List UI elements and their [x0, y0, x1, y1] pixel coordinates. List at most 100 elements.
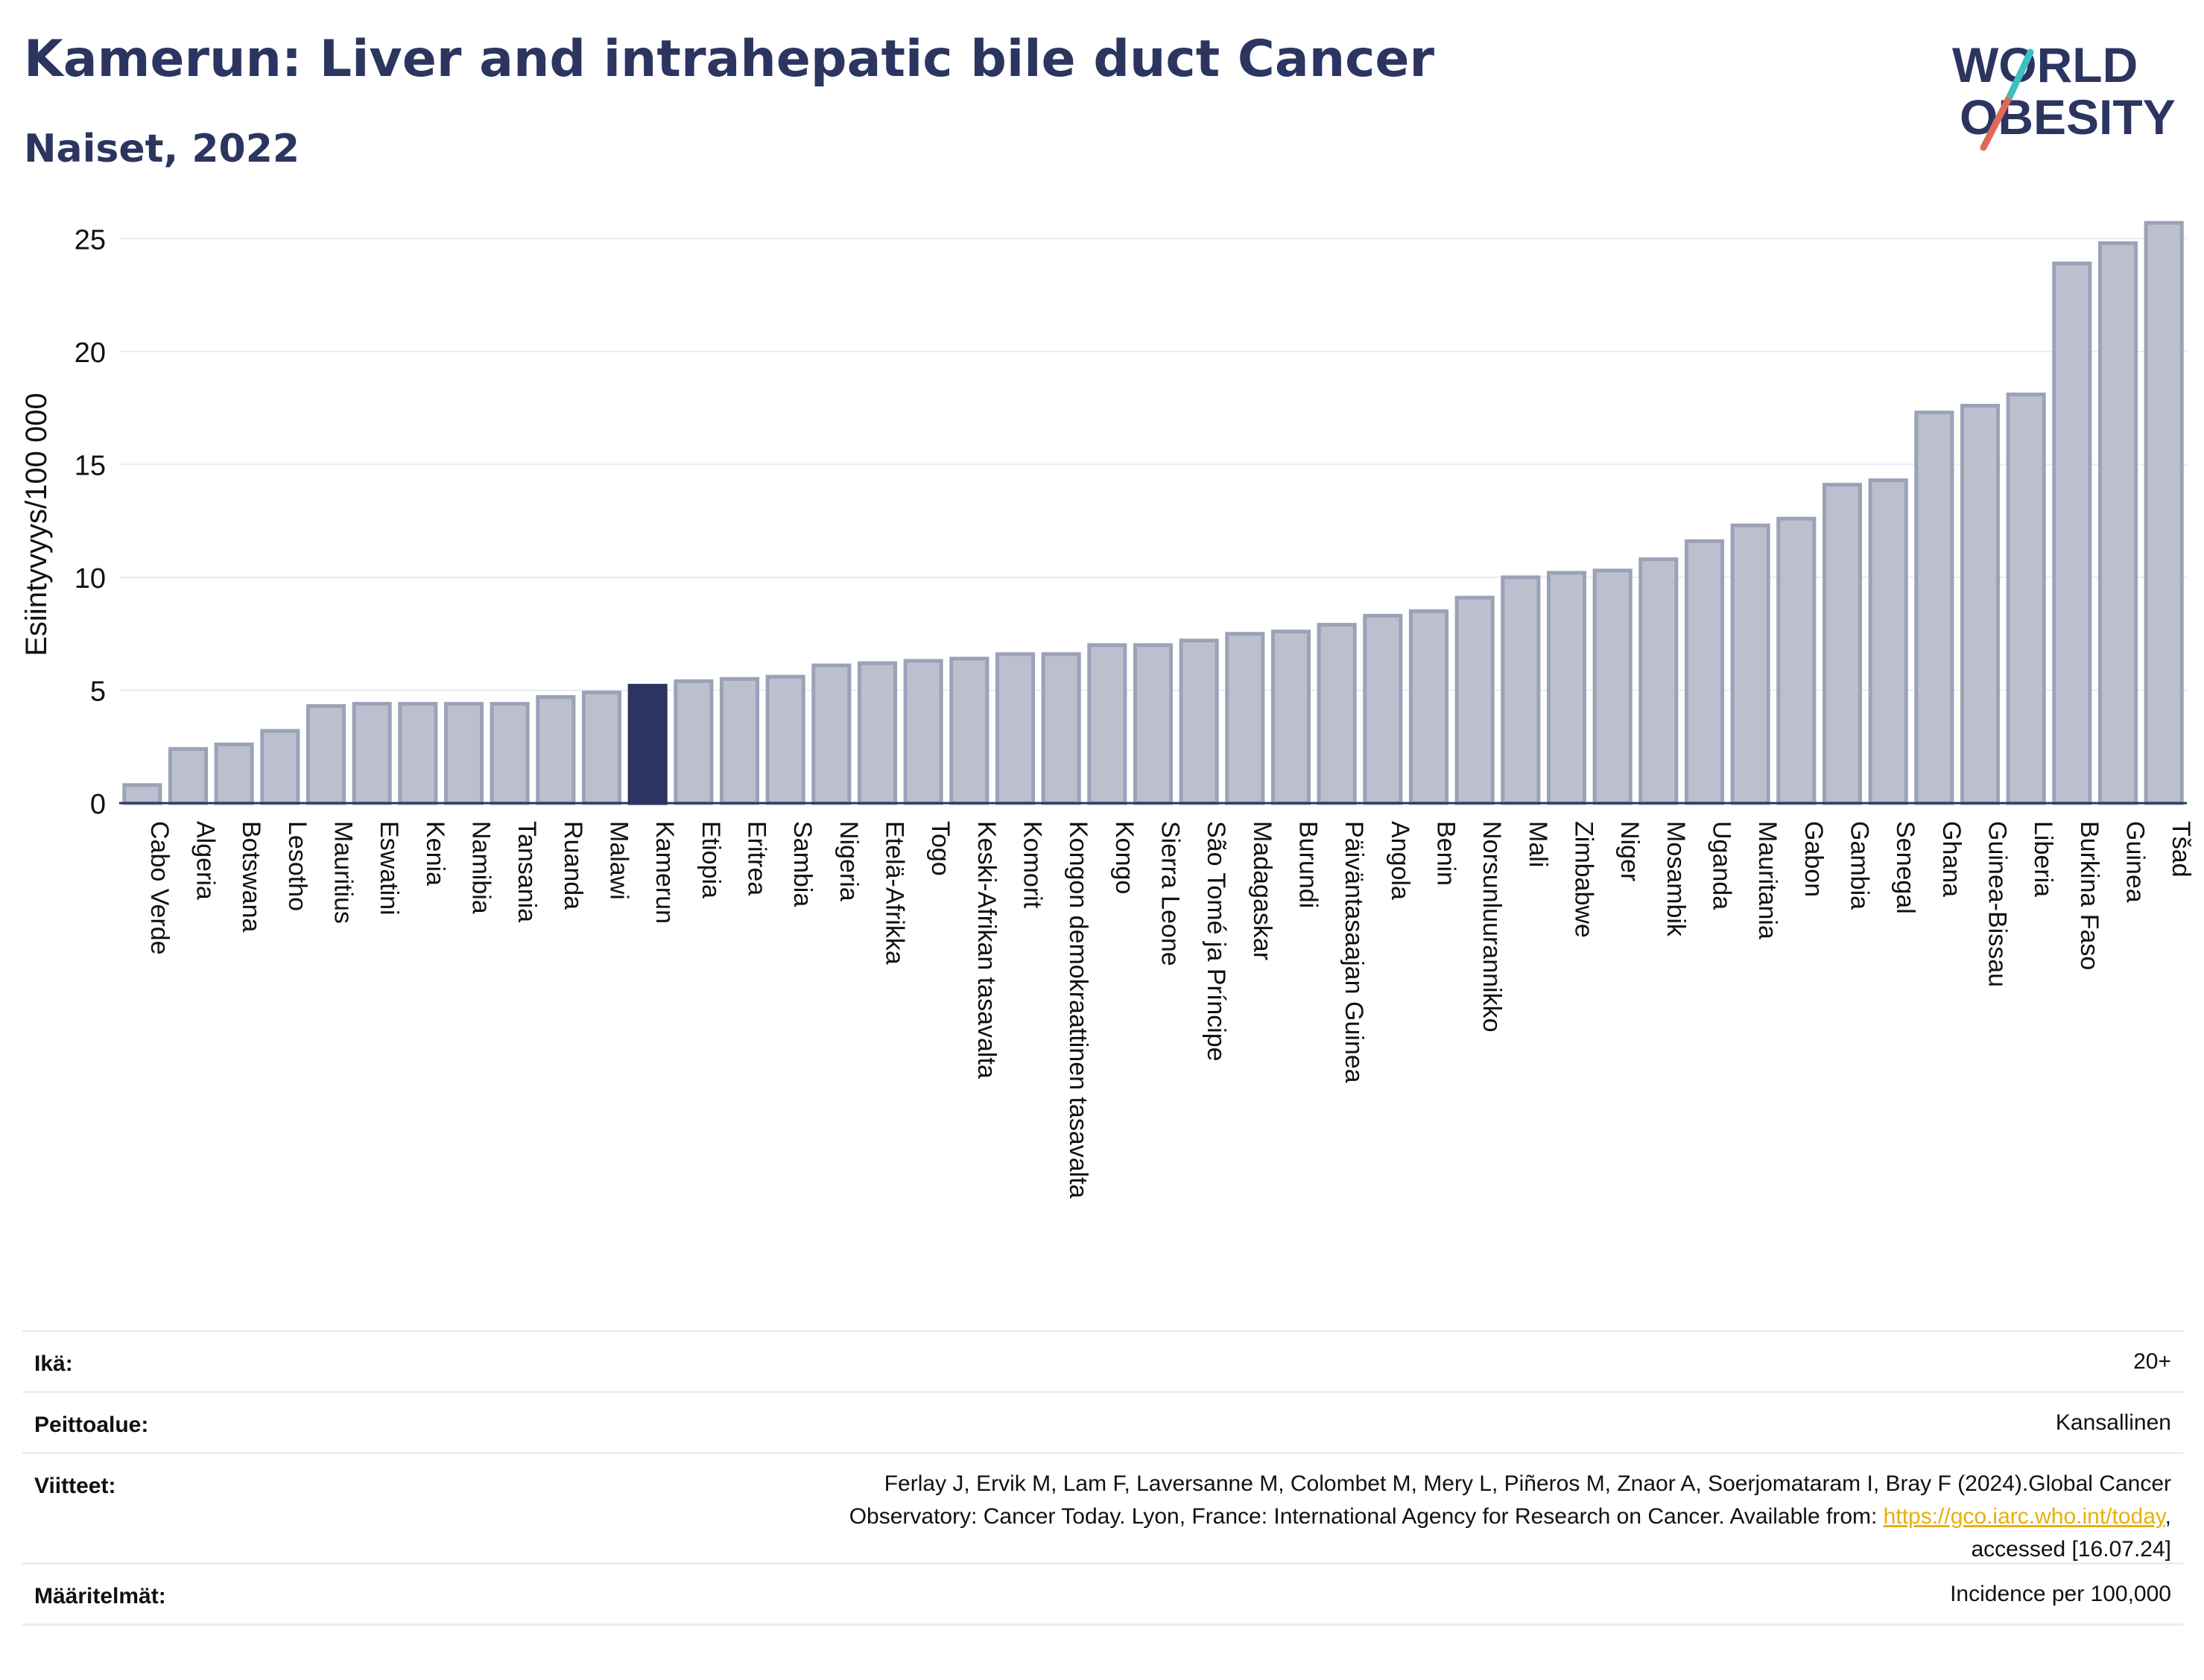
info-value: Ferlay J, Ervik M, Lam F, Laversanne M, …: [849, 1471, 2171, 1562]
x-tick-label: Mosambik: [1662, 821, 1690, 937]
bar-benin[interactable]: [1408, 609, 1449, 805]
logo-slash-red: [1980, 92, 2014, 151]
x-tick-label: Zimbabwe: [1570, 821, 1598, 938]
bar-s-o-tomé-ja-príncipe[interactable]: [1179, 638, 1219, 805]
bar-keski-afrikan-tasavalta[interactable]: [949, 656, 989, 805]
y-tick-label: 20: [75, 337, 106, 369]
x-tick-label: Togo: [926, 821, 954, 876]
x-tick-label: Benin: [1432, 821, 1460, 886]
bar-burkina-faso[interactable]: [2052, 261, 2092, 805]
info-value: Incidence per 100,000: [1950, 1582, 2171, 1606]
bar-mauritania[interactable]: [1730, 523, 1770, 805]
bar-kongo[interactable]: [1087, 643, 1127, 805]
bar-chart: 0 5 10 15 20 25 Cabo Verde Algeria Botswana Leso…: [20, 221, 2195, 1199]
y-tick-label: 25: [75, 224, 106, 256]
y-tick-label: 15: [75, 450, 106, 481]
x-tick-label: Etiopia: [697, 821, 725, 898]
x-tick-label: São Tomé ja Príncipe: [1202, 821, 1230, 1062]
logo-slash-teal: [2007, 48, 2034, 99]
info-label: Määritelmät:: [34, 1584, 166, 1608]
x-tick-label: Eritrea: [743, 821, 771, 896]
bar-nigeria[interactable]: [811, 663, 852, 805]
x-tick-label: Norsunluurannikko: [1478, 821, 1506, 1032]
x-tick-label: Madagaskar: [1248, 821, 1276, 960]
x-tick-label: Etelä-Afrikka: [881, 821, 909, 965]
bar-etelä-afrikka[interactable]: [857, 661, 898, 805]
x-tick-label: Guinea: [2121, 821, 2150, 903]
bar-päiväntasaajan-guinea[interactable]: [1317, 623, 1357, 805]
x-tick-label: Gambia: [1846, 821, 1874, 910]
info-label: Ikä:: [34, 1351, 73, 1376]
x-tick-label: Algeria: [191, 821, 220, 900]
y-tick-label: 10: [75, 563, 106, 595]
bar-sambia[interactable]: [765, 674, 805, 805]
x-axis-ticks: Cabo Verde Algeria Botswana Lesotho Mauritiu…: [145, 821, 2195, 1199]
x-tick-label: Mauritania: [1753, 821, 1782, 939]
x-tick-label: Kamerun: [650, 821, 679, 924]
x-tick-label: Botswana: [237, 821, 265, 932]
bar-tšad[interactable]: [2144, 221, 2184, 805]
bar-zimbabwe[interactable]: [1546, 571, 1587, 805]
bar-mosambik[interactable]: [1638, 557, 1679, 805]
y-axis-label: Esiintyvyys/100 000: [20, 393, 53, 656]
bar-etiopia[interactable]: [674, 679, 714, 805]
bar-guinea-bissau[interactable]: [1960, 404, 2001, 805]
info-bottom-border: [22, 1623, 2183, 1626]
world-obesity-logo: WORLD OBESITY: [1952, 37, 2176, 151]
x-tick-label: Guinea-Bissau: [1983, 821, 2012, 987]
bar-eswatini[interactable]: [352, 702, 392, 805]
bar-uganda[interactable]: [1684, 539, 1725, 805]
x-tick-label: Malawi: [605, 821, 633, 900]
x-tick-label: Cabo Verde: [145, 821, 174, 955]
bar-mali[interactable]: [1501, 575, 1541, 805]
page-subtitle: Naiset, 2022: [24, 127, 300, 171]
bar-algeria[interactable]: [168, 747, 209, 805]
bar-lesotho[interactable]: [260, 729, 300, 805]
info-value: Kansallinen: [2055, 1410, 2171, 1435]
bar-ghana[interactable]: [1914, 411, 1954, 805]
bar-botswana[interactable]: [214, 742, 254, 805]
x-tick-label: Komorit: [1019, 821, 1047, 909]
bar-tansania[interactable]: [490, 702, 530, 805]
bar-cabo-verde[interactable]: [122, 783, 162, 805]
bar-kamerun[interactable]: [627, 683, 668, 805]
bar-ruanda[interactable]: [536, 695, 576, 805]
info-row: Ikä: 20+: [22, 1330, 2183, 1391]
bar-madagaskar[interactable]: [1225, 632, 1265, 805]
x-tick-label: Angola: [1386, 821, 1414, 900]
x-tick-label: Burundi: [1294, 821, 1323, 908]
bar-liberia[interactable]: [2006, 392, 2046, 805]
x-tick-label: Uganda: [1708, 821, 1736, 910]
bar-togo[interactable]: [903, 659, 943, 805]
bar-guinea[interactable]: [2097, 241, 2138, 805]
bar-kenia[interactable]: [398, 702, 438, 805]
bar-senegal[interactable]: [1868, 478, 1908, 805]
bar-niger[interactable]: [1592, 568, 1633, 805]
x-tick-label: Ghana: [1937, 821, 1966, 897]
reference-link[interactable]: https://gco.iarc.who.int/today: [1883, 1504, 2165, 1529]
bar-namibia[interactable]: [443, 702, 484, 805]
x-tick-label: Kenia: [421, 821, 449, 886]
bar-gambia[interactable]: [1822, 483, 1863, 805]
x-tick-label: Namibia: [467, 821, 495, 914]
bar-norsunluurannikko[interactable]: [1454, 595, 1495, 805]
x-tick-label: Lesotho: [283, 821, 311, 911]
info-row: Peittoalue: Kansallinen: [22, 1391, 2183, 1452]
bar-angola[interactable]: [1363, 613, 1403, 805]
bar-gabon[interactable]: [1776, 516, 1817, 805]
x-tick-label: Päiväntasaajan Guinea: [1340, 821, 1368, 1083]
bar-kongon-demokraattinen-tasavalta[interactable]: [1041, 652, 1081, 805]
x-tick-label: Senegal: [1891, 821, 1919, 914]
bar-komorit[interactable]: [995, 652, 1036, 805]
x-tick-label: Eswatini: [375, 821, 403, 916]
x-tick-label: Tšad: [2167, 821, 2195, 878]
bar-malawi[interactable]: [581, 690, 622, 805]
x-tick-label: Keski-Afrikan tasavalta: [972, 821, 1001, 1079]
bar-eritrea[interactable]: [719, 676, 760, 805]
bar-burundi[interactable]: [1270, 630, 1311, 805]
bar-sierra-leone[interactable]: [1133, 643, 1174, 805]
logo-line1: WORLD: [1952, 37, 2138, 92]
info-label: Peittoalue:: [34, 1413, 149, 1437]
info-value: 20+: [2133, 1349, 2171, 1374]
bar-mauritius[interactable]: [305, 704, 346, 805]
